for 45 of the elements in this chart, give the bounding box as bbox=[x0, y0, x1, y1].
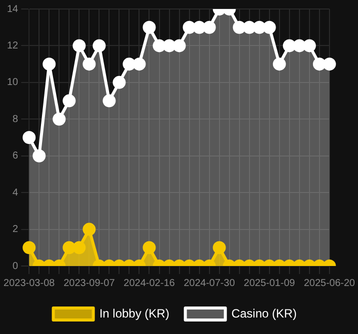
y-tick-label: 14 bbox=[7, 4, 19, 15]
x-tick-label: 2025-06-20 bbox=[304, 278, 356, 289]
point bbox=[22, 131, 36, 144]
point bbox=[52, 112, 66, 126]
y-tick-label: 0 bbox=[12, 260, 19, 272]
point bbox=[42, 58, 56, 71]
point bbox=[102, 94, 116, 108]
legend-label: Casino (KR) bbox=[231, 306, 297, 320]
y-tick-label: 4 bbox=[12, 187, 19, 198]
point bbox=[322, 58, 336, 71]
y-tick-label: 8 bbox=[12, 114, 19, 125]
point bbox=[182, 20, 196, 34]
point bbox=[282, 39, 296, 52]
point bbox=[162, 39, 176, 52]
x-tick-label: 2023-09-07 bbox=[64, 278, 116, 289]
point bbox=[72, 39, 86, 52]
x-tick-label: 2023-03-08 bbox=[4, 278, 56, 289]
point bbox=[202, 20, 216, 34]
point bbox=[122, 58, 136, 71]
point bbox=[152, 39, 166, 52]
point bbox=[32, 149, 46, 162]
point bbox=[302, 39, 316, 52]
point bbox=[112, 76, 126, 89]
point bbox=[312, 58, 326, 71]
point bbox=[142, 20, 156, 34]
y-tick-label: 2 bbox=[12, 224, 19, 236]
point bbox=[132, 58, 146, 71]
point bbox=[262, 20, 276, 34]
point bbox=[272, 58, 286, 71]
x-tick-label: 2024-02-16 bbox=[124, 278, 176, 289]
point bbox=[242, 20, 256, 34]
point bbox=[172, 39, 186, 52]
y-tick-label: 12 bbox=[7, 40, 19, 52]
legend-label: In lobby (KR) bbox=[99, 306, 170, 320]
y-tick-label: 10 bbox=[7, 77, 19, 88]
point bbox=[82, 58, 96, 71]
point bbox=[232, 20, 246, 34]
point bbox=[192, 20, 206, 34]
x-tick-label: 2025-01-09 bbox=[244, 278, 296, 289]
y-tick-label: 6 bbox=[12, 150, 19, 162]
point bbox=[252, 20, 266, 34]
x-tick-label: 2024-07-30 bbox=[184, 278, 236, 289]
point bbox=[92, 39, 106, 52]
point bbox=[62, 94, 76, 108]
point bbox=[292, 39, 306, 52]
